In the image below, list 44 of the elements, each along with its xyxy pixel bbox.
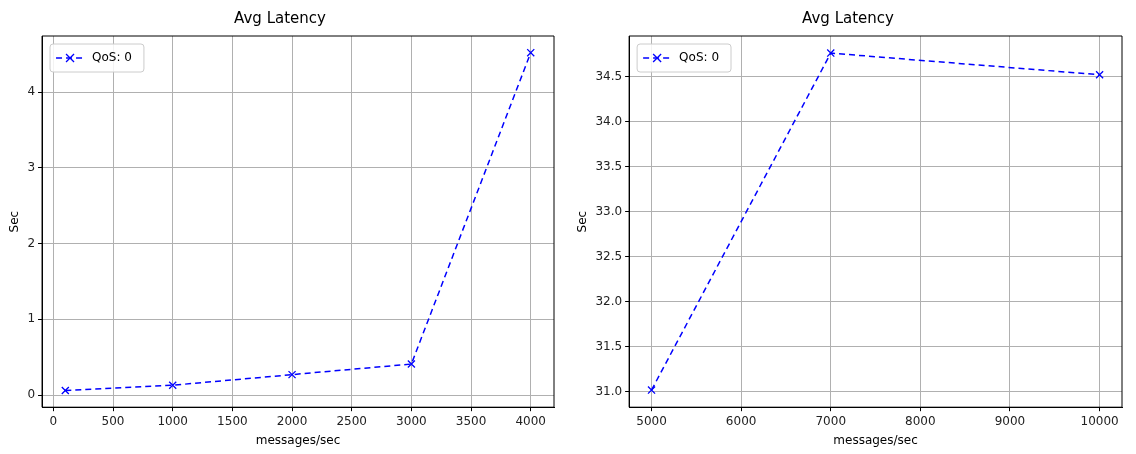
point (647, 385, 656, 395)
point (61, 386, 70, 395)
y-tick-label: 34.5 (595, 68, 623, 83)
y-tick-label: 34.0 (595, 113, 623, 128)
point (287, 370, 297, 379)
y-axis-title: Sec (575, 210, 590, 233)
x-tick-label: 10000 (1080, 413, 1119, 428)
x-tick-label: 6000 (725, 413, 757, 428)
y-tick-label: 31.0 (595, 384, 623, 399)
chart-title: Avg Latency (234, 8, 327, 27)
x-tick-label: 3000 (396, 413, 427, 428)
x-tick-label: 7000 (815, 413, 847, 428)
x-tick-label: 5000 (636, 413, 667, 428)
y-tick-label: 3 (27, 159, 36, 174)
y-tick-label: 1 (27, 311, 36, 326)
legend-label: QoS: 0 (679, 50, 720, 65)
x-axis-title: messages/sec (833, 432, 918, 447)
y-tick-label: 4 (27, 84, 36, 99)
point (526, 48, 535, 57)
x-tick-label: 1000 (157, 413, 188, 428)
y-tick-label: 32.5 (595, 248, 623, 263)
x-tick-label: 1500 (217, 413, 248, 428)
x-tick-label: 4000 (515, 413, 546, 428)
y-tick-label: 32.0 (595, 293, 623, 308)
x-tick-label: 500 (101, 413, 125, 428)
x-tick-label: 8000 (905, 413, 936, 428)
y-tick-label: 0 (27, 387, 36, 402)
point (1095, 70, 1104, 79)
x-tick-label: 9000 (994, 413, 1026, 428)
x-tick-label: 3500 (455, 413, 487, 428)
x-tick-label: 2000 (276, 413, 308, 428)
point (826, 48, 835, 58)
y-axis-title: Sec (7, 210, 22, 233)
x-axis-title: messages/sec (255, 432, 341, 447)
legend-label: QoS: 0 (92, 50, 132, 65)
point (407, 359, 416, 369)
point (168, 381, 177, 390)
y-tick-label: 2 (27, 235, 36, 250)
chart-title: Avg Latency (802, 8, 895, 27)
x-tick-label: 0 (49, 413, 58, 428)
y-tick-label: 33.5 (595, 158, 623, 173)
x-tick-label: 2500 (336, 413, 367, 428)
y-tick-label: 33.0 (595, 203, 623, 218)
y-tick-label: 31.5 (595, 338, 623, 353)
